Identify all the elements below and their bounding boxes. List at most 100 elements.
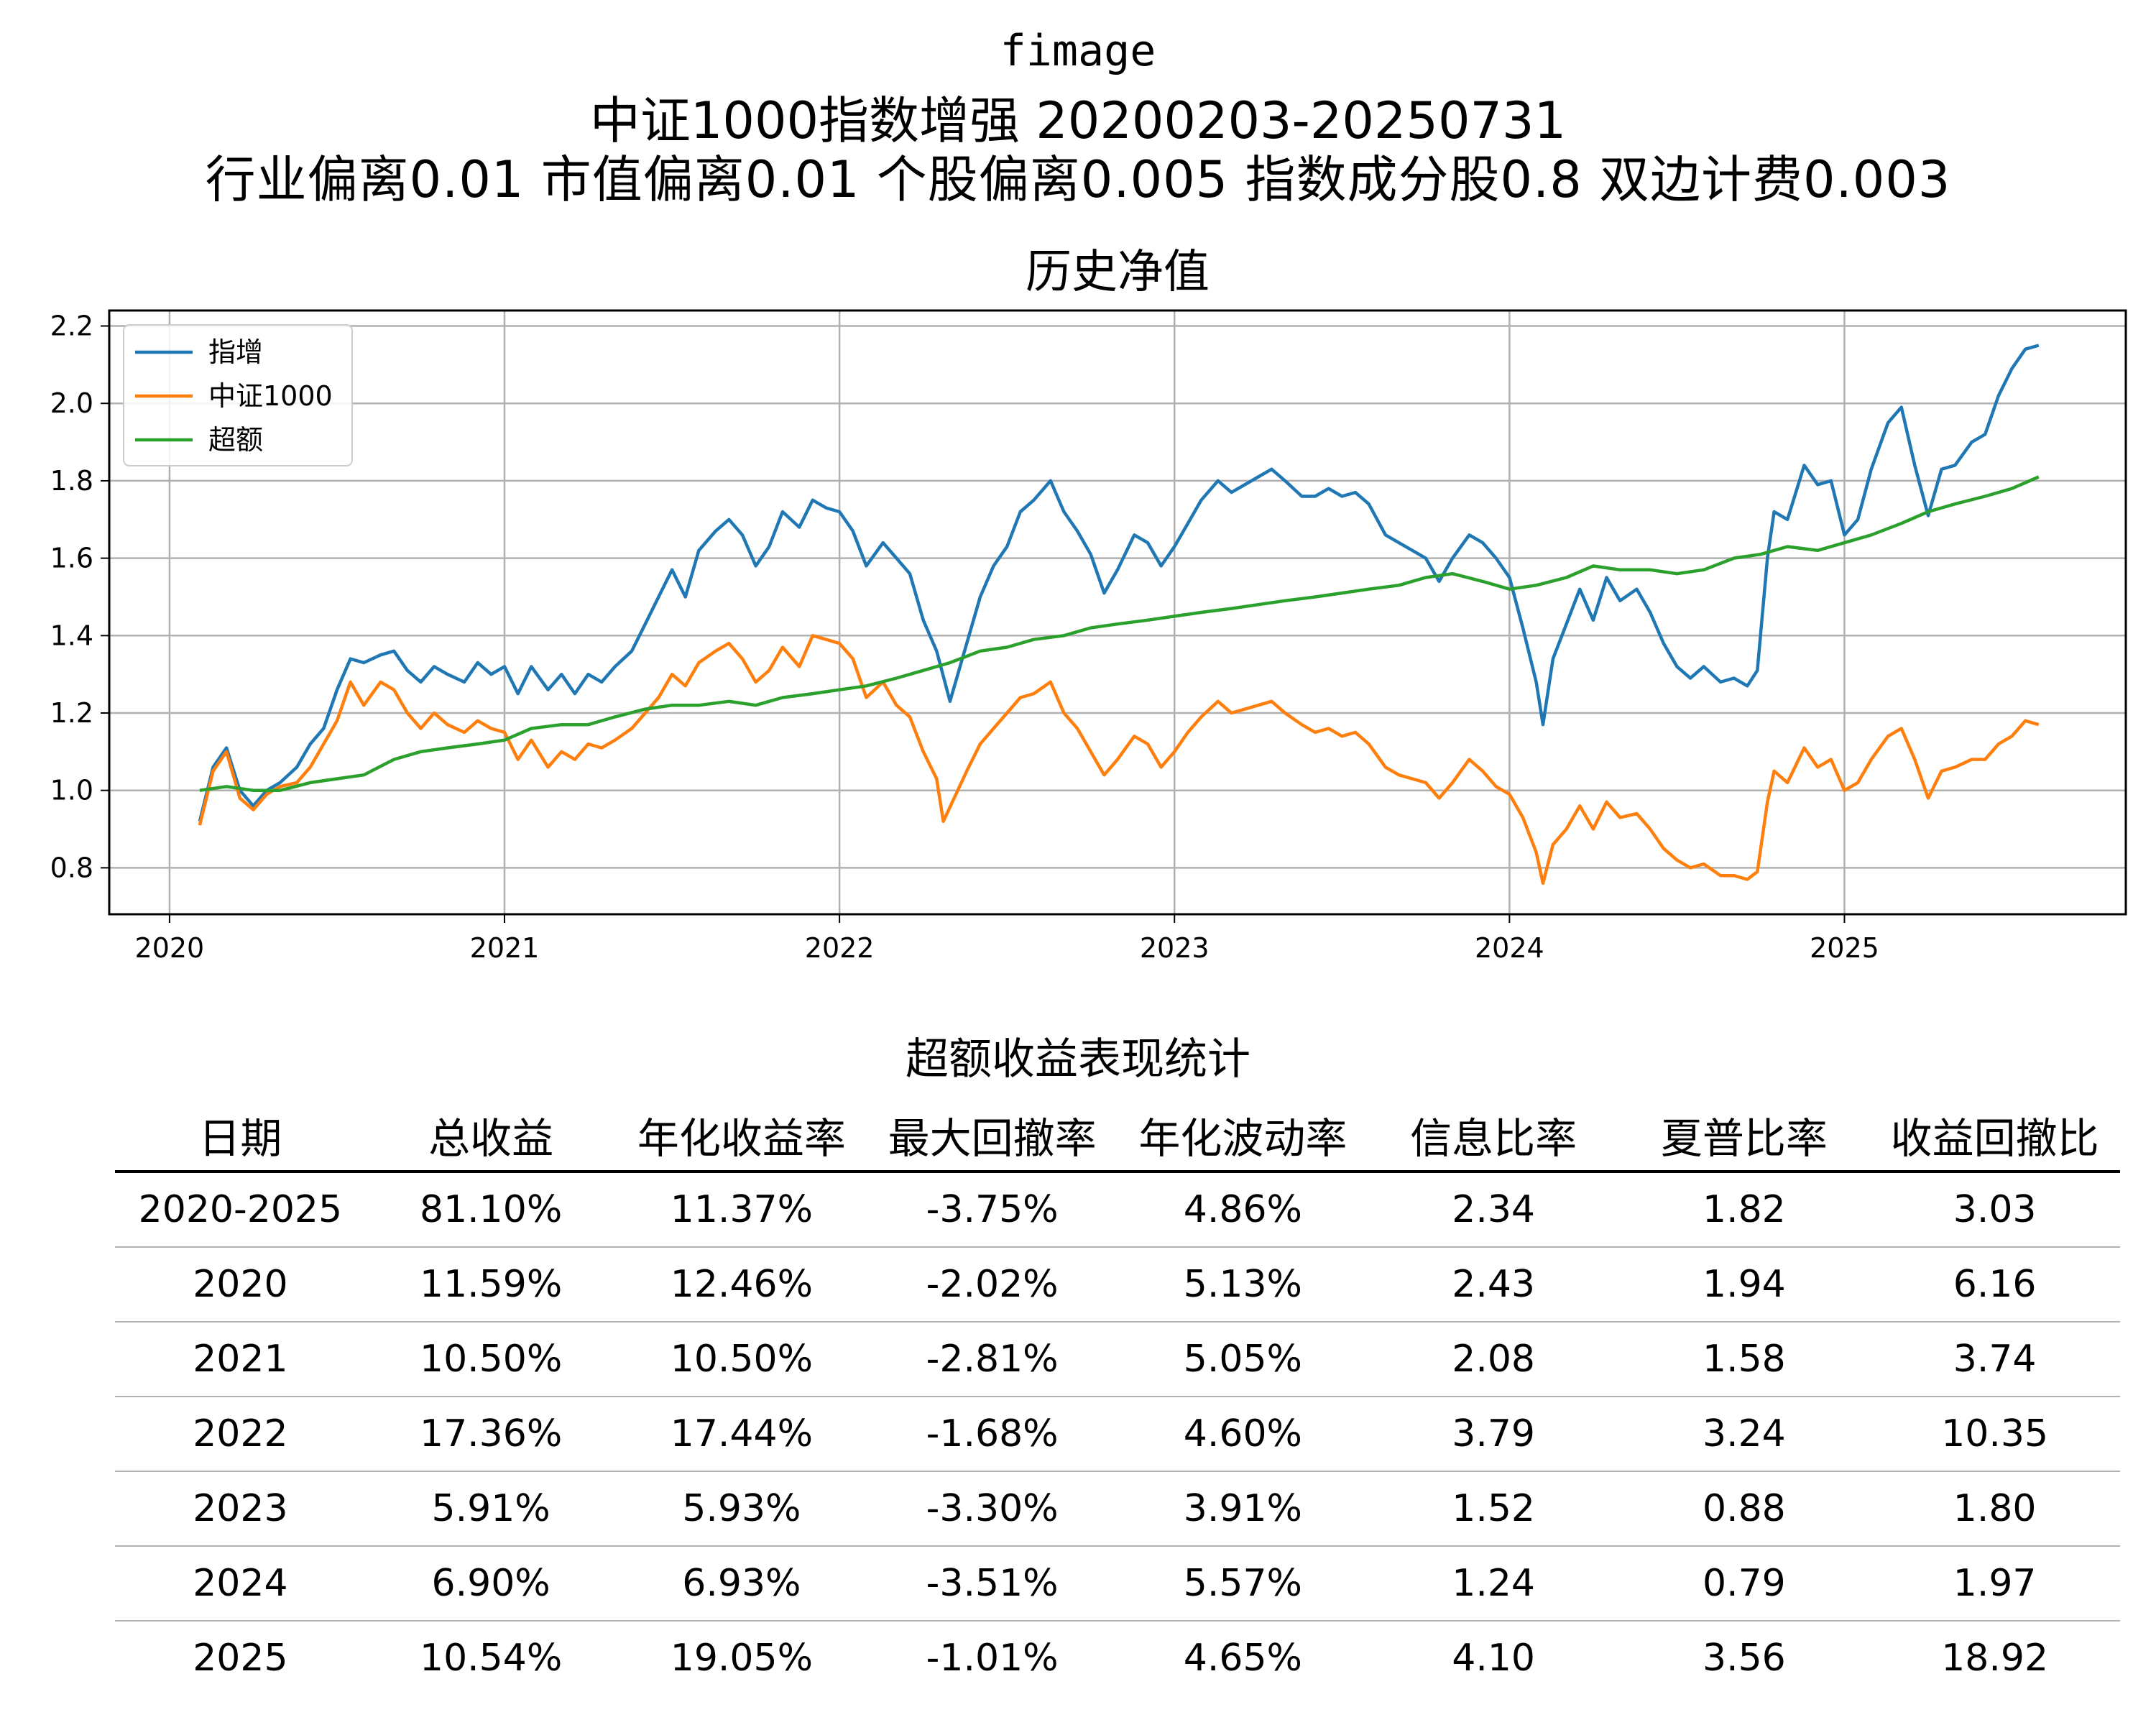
table-cell: -1.01% xyxy=(926,1637,1059,1680)
column-header: 最大回撤率 xyxy=(867,1100,1118,1173)
x-tick-label: 2023 xyxy=(1140,932,1210,964)
table-cell: 18.92 xyxy=(1941,1637,2049,1680)
table-cell: 2020 xyxy=(115,1247,366,1322)
table-cell: 4.65% xyxy=(1183,1637,1302,1680)
table-cell: -1.68% xyxy=(867,1397,1118,1472)
column-header: 信息比率 xyxy=(1368,1100,1619,1173)
table-cell: 1.58 xyxy=(1618,1322,1870,1397)
legend-box xyxy=(123,324,353,466)
table-cell: 0.88 xyxy=(1618,1471,1870,1547)
table-cell: 11.37% xyxy=(616,1172,867,1248)
table-cell: 4.10 xyxy=(1452,1637,1536,1680)
column-header: 总收益 xyxy=(365,1100,617,1173)
y-tick-label: 2.0 xyxy=(50,387,93,419)
y-tick-label: 1.2 xyxy=(50,697,93,729)
table-row: 2022 17.36% 17.44% -1.68% 4.60% 3.79 3.24 10.35 xyxy=(115,1397,2120,1472)
excess-return-stats-table: 日期 总收益 年化收益率 最大回撤率 年化波动率 信息比率 夏普比率 收益回撤比 2020-2… xyxy=(115,1100,2120,1695)
table-row: 2023 5.91% 5.93% -3.30% 3.91% 1.52 0.88 1.80 xyxy=(115,1471,2120,1547)
table-cell: 3.03 xyxy=(1869,1172,2120,1248)
table-cell: 2024 xyxy=(115,1546,366,1622)
strategy-parameters: 行业偏离0.01 市值偏离0.01 个股偏离0.005 指数成分股0.8 双边计… xyxy=(205,150,1951,209)
x-tick-label: 2020 xyxy=(135,932,205,964)
legend-label: 指增 xyxy=(208,336,263,368)
column-header: 年化波动率 xyxy=(1118,1100,1368,1173)
table-cell: 5.05% xyxy=(1118,1322,1368,1397)
nav-line-chart: 历史净值 2020 2021 2022 2023 2024 2025 0.8 1.0 1.2 1.… xyxy=(50,246,2127,964)
column-header: 日期 xyxy=(115,1100,366,1173)
column-header: 年化收益率 xyxy=(616,1100,867,1173)
table-cell: -3.30% xyxy=(867,1471,1118,1547)
table-cell: 10.50% xyxy=(365,1322,617,1397)
plot-frame xyxy=(108,309,2127,916)
brand-title: fimage xyxy=(1000,26,1156,76)
x-tick-label: 2021 xyxy=(470,932,540,964)
table-cell: 1.80 xyxy=(1869,1471,2120,1547)
table-cell: 5.91% xyxy=(365,1471,617,1547)
table-cell: 19.05% xyxy=(670,1637,814,1680)
table-cell: 17.36% xyxy=(365,1397,617,1472)
table-cell: 6.93% xyxy=(616,1546,867,1622)
table-cell: 5.93% xyxy=(616,1471,867,1547)
table-row: 2025 10.54% 19.05% -1.01% 4.65% 4.10 3.56 18.92 xyxy=(115,1621,2120,1695)
table-cell: 1.82 xyxy=(1618,1172,1870,1248)
column-header: 夏普比率 xyxy=(1618,1100,1870,1173)
ticks-layer: 2020 2021 2022 2023 2024 2025 0.8 1.0 1.2 1.4 1.6 1… xyxy=(50,310,1879,964)
table-cell: 2020-2025 xyxy=(115,1172,366,1248)
chart-title: 历史净值 xyxy=(1026,246,1210,299)
table-cell: -3.75% xyxy=(867,1172,1118,1248)
table-cell: -2.02% xyxy=(867,1247,1118,1322)
column-header: 收益回撤比 xyxy=(1869,1100,2120,1173)
table-cell: -3.51% xyxy=(867,1546,1118,1622)
legend-label: 中证1000 xyxy=(208,380,333,412)
table-row: 2024 6.90% 6.93% -3.51% 5.57% 1.24 0.79 1.97 xyxy=(115,1546,2120,1622)
table-cell: 11.59% xyxy=(365,1247,617,1322)
table-cell: 6.16 xyxy=(1869,1247,2120,1322)
table-cell: 5.13% xyxy=(1118,1247,1368,1322)
table-cell: 2.43 xyxy=(1368,1247,1619,1322)
y-tick-label: 1.6 xyxy=(50,543,93,574)
y-tick-label: 2.2 xyxy=(50,310,93,342)
table-cell: 3.24 xyxy=(1618,1397,1870,1472)
table-cell: -2.81% xyxy=(867,1322,1118,1397)
table-cell: 3.74 xyxy=(1869,1322,2120,1397)
table-cell: 17.44% xyxy=(616,1397,867,1472)
series-layer xyxy=(198,344,2040,886)
table-cell: 5.57% xyxy=(1118,1546,1368,1622)
table-cell: 4.60% xyxy=(1118,1397,1368,1472)
table-title: 超额收益表现统计 xyxy=(906,1034,1250,1085)
strategy-title: 中证1000指数增强 20200203-20250731 xyxy=(589,91,1567,150)
table-cell: 10.50% xyxy=(616,1322,867,1397)
table-cell: 3.56 xyxy=(1702,1637,1786,1680)
table-cell: 2025 xyxy=(193,1637,288,1680)
table-cell: 2021 xyxy=(115,1322,366,1397)
table-cell: 1.24 xyxy=(1368,1546,1619,1622)
table-cell: 3.79 xyxy=(1368,1397,1619,1472)
grid-layer xyxy=(109,310,2126,914)
table-cell: 81.10% xyxy=(365,1172,617,1248)
table-cell: 2022 xyxy=(115,1397,366,1472)
table-body: 2020-2025 81.10% 11.37% -3.75% 4.86% 2.34 1.82… xyxy=(115,1172,2120,1695)
table-cell: 2023 xyxy=(115,1471,366,1547)
table-row: 2020 11.59% 12.46% -2.02% 5.13% 2.43 1.94 6.16 xyxy=(115,1247,2120,1322)
table-cell: 2.08 xyxy=(1368,1322,1619,1397)
table-cell: 1.97 xyxy=(1869,1546,2120,1622)
legend-label: 超额 xyxy=(208,424,263,456)
x-tick-label: 2024 xyxy=(1475,932,1544,964)
table-cell: 6.90% xyxy=(365,1546,617,1622)
table-header-row: 日期 总收益 年化收益率 最大回撤率 年化波动率 信息比率 夏普比率 收益回撤比 xyxy=(115,1100,2120,1173)
y-tick-label: 0.8 xyxy=(50,852,93,883)
table-cell: 1.94 xyxy=(1618,1247,1870,1322)
table-cell: 4.86% xyxy=(1118,1172,1368,1248)
x-tick-label: 2025 xyxy=(1810,932,1879,964)
series-line-2 xyxy=(199,475,2040,792)
table-cell: 12.46% xyxy=(616,1247,867,1322)
table-cell: 10.35 xyxy=(1869,1397,2120,1472)
table-row: 2021 10.50% 10.50% -2.81% 5.05% 2.08 1.58 3.74 xyxy=(115,1322,2120,1397)
table-cell: 3.91% xyxy=(1118,1471,1368,1547)
series-line-0 xyxy=(198,344,2040,822)
y-tick-label: 1.0 xyxy=(50,775,93,806)
table-cell: 0.79 xyxy=(1618,1546,1870,1622)
series-line-1 xyxy=(198,634,2040,886)
y-tick-label: 1.4 xyxy=(50,620,93,651)
